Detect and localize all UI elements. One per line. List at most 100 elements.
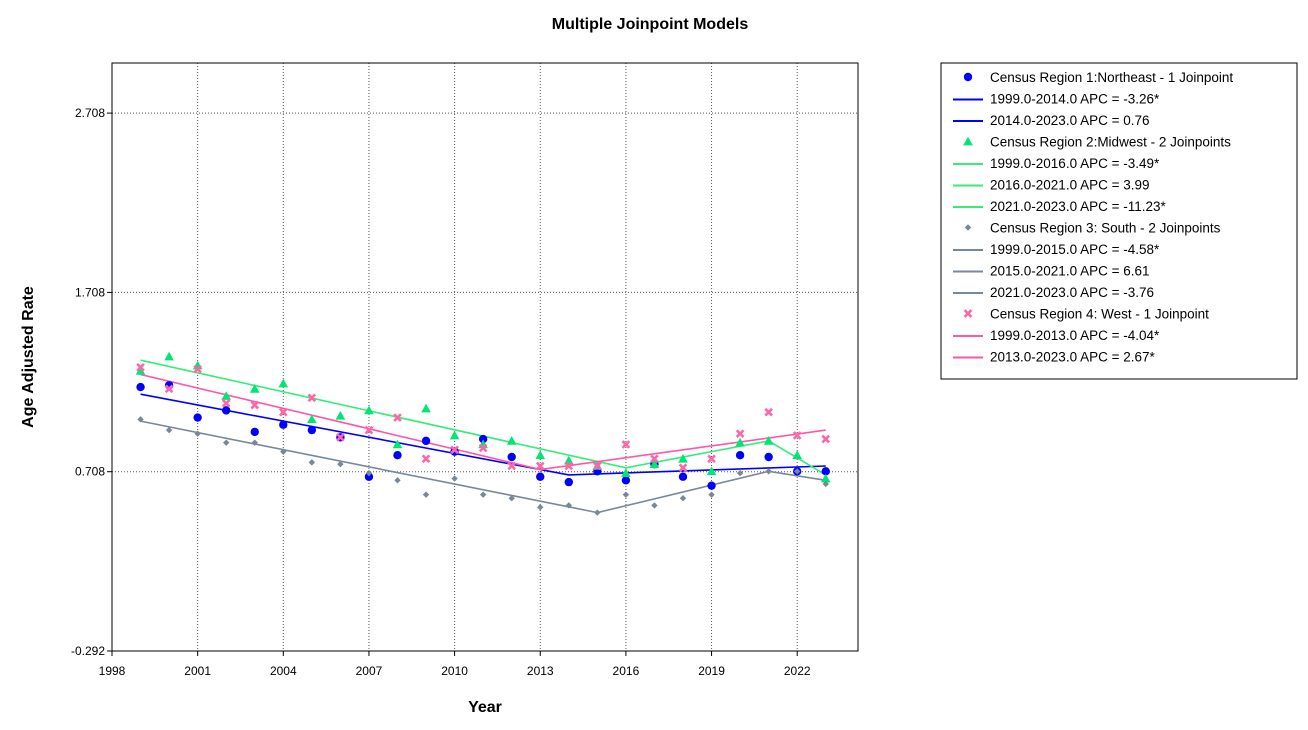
data-point-region-2 — [164, 351, 174, 361]
data-point-region-2 — [792, 450, 802, 460]
data-point-region-3 — [165, 426, 173, 434]
data-point-region-3 — [394, 477, 401, 484]
x-tick-label: 2004 — [270, 664, 297, 678]
x-axis-title: Year — [468, 699, 502, 716]
data-point-region-4 — [678, 463, 688, 473]
legend-label-region-3: Census Region 3: South - 2 Joinpoints — [990, 221, 1221, 236]
data-point-region-4 — [593, 461, 602, 471]
data-point-region-1 — [250, 427, 259, 437]
data-point-region-3 — [765, 468, 772, 475]
data-point-region-1 — [707, 481, 716, 490]
data-point-region-2 — [763, 436, 774, 445]
y-axis-ticks: -0.292 0.708 1.708 2.708 — [71, 106, 112, 658]
data-point-region-4 — [250, 400, 260, 410]
data-point-region-1 — [193, 413, 202, 422]
fit-line-region-3 — [140, 420, 826, 514]
data-point-region-3 — [422, 491, 430, 498]
data-point-region-4 — [735, 429, 745, 439]
data-point-region-4 — [421, 454, 431, 464]
data-point-region-1 — [364, 472, 374, 481]
data-points — [135, 351, 831, 516]
data-point-region-3 — [736, 469, 744, 477]
x-tick-label: 2019 — [698, 664, 725, 678]
data-point-region-4 — [564, 461, 574, 471]
legend: Census Region 1:Northeast - 1 Joinpoint 1… — [940, 62, 1298, 380]
plot-area-frame — [111, 62, 859, 652]
data-point-region-4 — [450, 445, 459, 455]
data-point-region-2 — [364, 405, 374, 415]
data-point-region-3 — [251, 439, 258, 446]
x-tick-label: 2022 — [784, 664, 811, 678]
data-point-region-2 — [735, 437, 745, 447]
data-point-region-3 — [194, 430, 201, 437]
data-point-region-4 — [507, 461, 517, 471]
legend-marker-region-4 — [963, 309, 973, 318]
legend-label-region-2: Census Region 2:Midwest - 2 Joinpoints — [990, 135, 1231, 150]
data-point-region-3 — [223, 439, 230, 446]
data-point-region-2 — [278, 378, 289, 388]
data-point-region-1 — [222, 406, 231, 415]
data-point-region-3 — [565, 502, 572, 509]
data-point-region-1 — [678, 472, 688, 481]
legend-segment-label-region-4: 1999.0-2013.0 APC = -4.04* — [990, 328, 1160, 343]
data-point-region-4 — [364, 425, 374, 435]
data-point-region-1 — [421, 436, 431, 446]
data-point-region-1 — [764, 452, 773, 462]
grid-lines — [112, 63, 858, 651]
data-point-region-1 — [279, 420, 288, 429]
data-point-region-3 — [508, 495, 515, 502]
data-point-region-4 — [821, 434, 831, 444]
data-point-region-4 — [707, 454, 716, 464]
data-point-region-2 — [649, 459, 660, 469]
data-point-region-3 — [794, 468, 801, 475]
data-point-region-1 — [821, 467, 830, 476]
data-point-region-3 — [308, 459, 316, 466]
data-point-region-3 — [679, 495, 687, 502]
legend-marker-region-2 — [963, 136, 973, 146]
data-point-region-4 — [336, 432, 345, 442]
data-point-region-3 — [451, 475, 458, 482]
data-point-region-2 — [135, 366, 146, 375]
x-tick-label: 2007 — [356, 664, 383, 678]
data-point-region-1 — [564, 477, 573, 487]
data-point-region-4 — [164, 384, 174, 394]
data-point-region-2 — [621, 468, 631, 477]
data-point-region-4 — [478, 443, 488, 453]
x-tick-label: 2010 — [441, 664, 468, 678]
data-point-region-3 — [594, 509, 601, 516]
data-point-region-4 — [193, 364, 202, 374]
data-point-region-2 — [249, 384, 260, 393]
data-point-region-4 — [393, 413, 402, 422]
data-point-region-3 — [365, 469, 373, 477]
data-point-region-2 — [678, 453, 688, 463]
fit-line-region-4 — [140, 373, 826, 471]
data-point-region-3 — [651, 502, 658, 509]
data-point-region-4 — [221, 398, 231, 408]
data-point-region-4 — [136, 363, 145, 372]
data-point-region-3 — [708, 491, 715, 498]
data-point-region-1 — [536, 472, 545, 481]
y-tick-label: 2.708 — [75, 106, 105, 120]
y-tick-label: 0.708 — [75, 465, 105, 479]
legend-segment-label-region-1: 2014.0-2023.0 APC = 0.76 — [990, 113, 1150, 128]
data-point-region-2 — [335, 410, 346, 420]
data-point-region-1 — [393, 451, 402, 460]
data-point-region-2 — [449, 430, 460, 440]
data-point-region-3 — [822, 480, 829, 488]
data-point-region-2 — [221, 391, 231, 400]
data-point-region-4 — [650, 454, 659, 464]
legend-segment-label-region-3: 2015.0-2021.0 APC = 6.61 — [990, 264, 1150, 279]
fit-line-region-2 — [140, 359, 827, 476]
legend-label-region-1: Census Region 1:Northeast - 1 Joinpoint — [990, 70, 1233, 85]
fit-line-region-1 — [140, 393, 826, 476]
data-point-region-4 — [535, 461, 545, 471]
chart-title: Multiple Joinpoint Models — [552, 16, 749, 33]
x-tick-label: 2001 — [184, 664, 211, 678]
data-point-region-3 — [337, 460, 344, 468]
legend-segment-label-region-2: 2016.0-2021.0 APC = 3.99 — [990, 178, 1150, 193]
data-point-region-3 — [537, 504, 544, 511]
data-point-region-3 — [479, 491, 487, 498]
legend-segment-label-region-4: 2013.0-2023.0 APC = 2.67* — [990, 350, 1156, 365]
data-point-region-3 — [280, 448, 287, 455]
